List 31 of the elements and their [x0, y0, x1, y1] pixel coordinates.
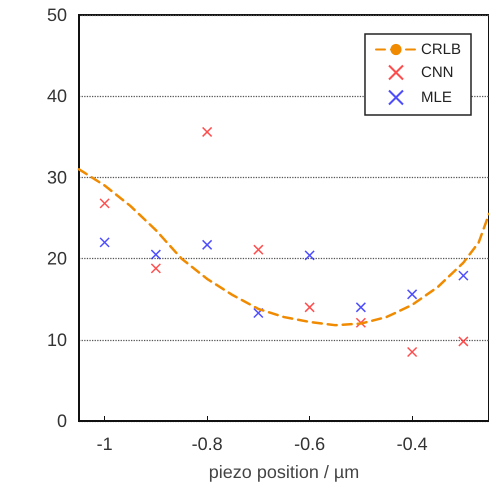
point [202, 240, 212, 250]
point [304, 250, 315, 261]
x-tick-label: -0.8 [192, 434, 223, 454]
point [406, 346, 418, 358]
point [356, 302, 366, 313]
point [304, 302, 315, 313]
y-tick-label: 10 [46, 330, 67, 350]
point [99, 237, 110, 248]
y-tick-label: 20 [46, 248, 67, 269]
point [458, 336, 469, 347]
legend-label: MLE [420, 89, 452, 106]
point [253, 244, 264, 255]
legend-label: CRLB [420, 41, 462, 58]
x-tick-label: -0.6 [294, 434, 326, 454]
x-axis-title: piezo position / µm [208, 462, 360, 482]
point [150, 263, 162, 274]
legend-label: CNN [420, 64, 454, 81]
y-tick-label: 30 [46, 167, 67, 188]
y-tick-label: 40 [46, 86, 67, 106]
point [458, 270, 469, 281]
x-tick-label: -1 [96, 434, 113, 454]
point [150, 249, 162, 260]
point [202, 126, 212, 138]
line-series [78, 168, 489, 326]
point [406, 289, 418, 300]
point [253, 308, 264, 318]
point [99, 198, 110, 209]
y-tick-label: 0 [56, 411, 67, 431]
x-tick-label: -0.4 [396, 434, 428, 454]
point [356, 318, 366, 328]
y-tick-label: 50 [46, 5, 67, 25]
